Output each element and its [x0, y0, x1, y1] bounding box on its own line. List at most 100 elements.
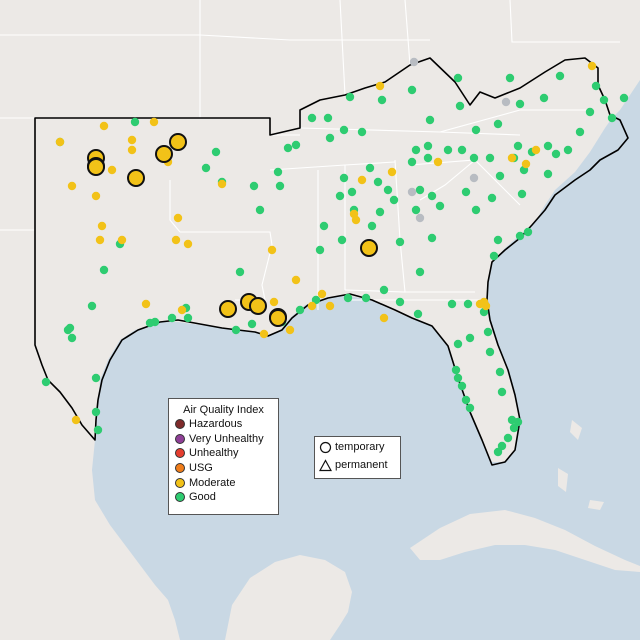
monitor-good[interactable]	[483, 327, 493, 337]
monitor-good[interactable]	[461, 187, 471, 197]
monitor-good[interactable]	[383, 185, 393, 195]
monitor-good[interactable]	[513, 141, 523, 151]
monitor-good[interactable]	[379, 285, 389, 295]
monitor-good[interactable]	[249, 181, 259, 191]
monitor-good[interactable]	[513, 417, 523, 427]
monitor-moderate[interactable]	[95, 235, 105, 245]
monitor-good[interactable]	[503, 433, 513, 443]
monitor-moderate[interactable]	[507, 153, 517, 163]
monitor-moderate[interactable]	[291, 275, 301, 285]
monitor-good[interactable]	[201, 163, 211, 173]
monitor-good[interactable]	[411, 205, 421, 215]
monitor-good[interactable]	[509, 423, 519, 433]
monitor-good[interactable]	[505, 73, 515, 83]
monitor-moderate[interactable]	[387, 167, 397, 177]
monitor-good[interactable]	[339, 125, 349, 135]
monitor-good[interactable]	[463, 299, 473, 309]
monitor-good[interactable]	[607, 113, 617, 123]
monitor-moderate[interactable]	[141, 299, 151, 309]
monitor-good[interactable]	[411, 145, 421, 155]
monitor-good[interactable]	[543, 141, 553, 151]
monitor-good[interactable]	[423, 153, 433, 163]
monitor-good[interactable]	[357, 127, 367, 137]
monitor-temporary-moderate[interactable]	[87, 158, 105, 176]
monitor-good[interactable]	[497, 387, 507, 397]
monitor-moderate[interactable]	[325, 301, 335, 311]
monitor-good[interactable]	[453, 339, 463, 349]
monitor-good[interactable]	[347, 187, 357, 197]
monitor-good[interactable]	[339, 173, 349, 183]
monitor-good[interactable]	[325, 133, 335, 143]
monitor-good[interactable]	[495, 367, 505, 377]
monitor-good[interactable]	[337, 235, 347, 245]
monitor-good[interactable]	[563, 145, 573, 155]
monitor-good[interactable]	[167, 313, 177, 323]
monitor-good[interactable]	[461, 395, 471, 405]
monitor-no-data[interactable]	[501, 97, 511, 107]
monitor-good[interactable]	[315, 245, 325, 255]
monitor-moderate[interactable]	[91, 191, 101, 201]
monitor-good[interactable]	[453, 73, 463, 83]
monitor-good[interactable]	[457, 145, 467, 155]
monitor-good[interactable]	[497, 441, 507, 451]
monitor-good[interactable]	[183, 313, 193, 323]
monitor-moderate[interactable]	[531, 145, 541, 155]
monitor-good[interactable]	[335, 191, 345, 201]
monitor-good[interactable]	[471, 205, 481, 215]
monitor-temporary-moderate[interactable]	[219, 300, 237, 318]
monitor-good[interactable]	[539, 93, 549, 103]
monitor-good[interactable]	[517, 189, 527, 199]
monitor-good[interactable]	[415, 185, 425, 195]
monitor-good[interactable]	[493, 447, 503, 457]
monitor-good[interactable]	[343, 293, 353, 303]
monitor-moderate[interactable]	[379, 313, 389, 323]
monitor-good[interactable]	[323, 113, 333, 123]
monitor-markers-small[interactable]	[41, 57, 629, 457]
monitor-good[interactable]	[235, 267, 245, 277]
monitor-good[interactable]	[295, 305, 305, 315]
monitor-no-data[interactable]	[469, 173, 479, 183]
monitor-good[interactable]	[413, 309, 423, 319]
monitor-good[interactable]	[291, 140, 301, 150]
monitor-good[interactable]	[523, 227, 533, 237]
monitor-moderate[interactable]	[259, 329, 269, 339]
monitor-no-data[interactable]	[415, 213, 425, 223]
monitor-moderate[interactable]	[117, 235, 127, 245]
monitor-good[interactable]	[345, 92, 355, 102]
monitor-good[interactable]	[87, 301, 97, 311]
monitor-good[interactable]	[465, 333, 475, 343]
monitor-moderate[interactable]	[99, 121, 109, 131]
monitor-good[interactable]	[485, 347, 495, 357]
monitor-moderate[interactable]	[307, 301, 317, 311]
monitor-temporary-moderate[interactable]	[127, 169, 145, 187]
monitor-good[interactable]	[407, 157, 417, 167]
monitor-good[interactable]	[427, 233, 437, 243]
monitor-moderate[interactable]	[317, 289, 327, 299]
monitor-moderate[interactable]	[127, 135, 137, 145]
monitor-good[interactable]	[307, 113, 317, 123]
monitor-moderate[interactable]	[357, 175, 367, 185]
monitor-good[interactable]	[591, 81, 601, 91]
monitor-no-data[interactable]	[409, 57, 419, 67]
monitor-good[interactable]	[367, 221, 377, 231]
monitor-moderate[interactable]	[521, 159, 531, 169]
monitor-good[interactable]	[465, 403, 475, 413]
monitor-good[interactable]	[407, 85, 417, 95]
monitor-good[interactable]	[619, 93, 629, 103]
monitor-moderate[interactable]	[177, 305, 187, 315]
monitor-good[interactable]	[555, 71, 565, 81]
monitor-moderate[interactable]	[375, 81, 385, 91]
monitor-temporary-moderate[interactable]	[360, 239, 378, 257]
monitor-good[interactable]	[255, 205, 265, 215]
monitor-good[interactable]	[91, 373, 101, 383]
monitor-good[interactable]	[283, 143, 293, 153]
monitor-moderate[interactable]	[183, 239, 193, 249]
monitor-good[interactable]	[275, 181, 285, 191]
monitor-good[interactable]	[427, 191, 437, 201]
monitor-good[interactable]	[41, 377, 51, 387]
monitor-moderate[interactable]	[587, 61, 597, 71]
monitor-moderate[interactable]	[149, 117, 159, 127]
monitor-good[interactable]	[543, 169, 553, 179]
monitor-good[interactable]	[425, 115, 435, 125]
